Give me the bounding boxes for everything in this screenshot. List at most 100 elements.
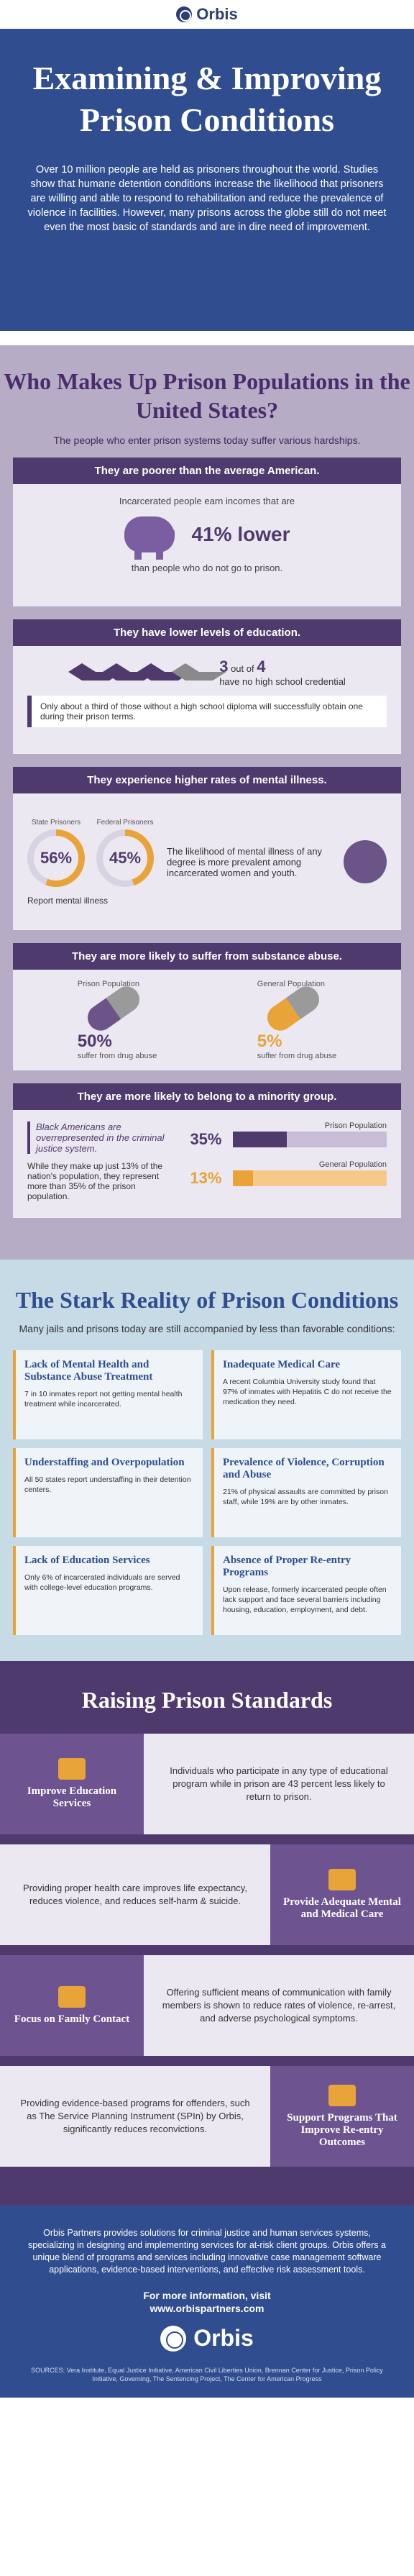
condition-title: Absence of Proper Re-entry Programs xyxy=(223,1555,351,1578)
edu-stat-den: 4 xyxy=(257,657,266,675)
conditions-grid: Lack of Mental Health and Substance Abus… xyxy=(13,1350,401,1635)
condition-text: A recent Columbia University study found… xyxy=(223,1378,392,1406)
piggy-bank-icon xyxy=(124,516,175,560)
section-divider xyxy=(0,331,414,345)
general-substance-value: 5% xyxy=(257,1032,282,1051)
top-bar: Orbis xyxy=(0,0,414,29)
condition-title: Inadequate Medical Care xyxy=(223,1359,341,1370)
pill-icon xyxy=(262,981,324,1036)
condition-text: Only 6% of incarcerated individuals are … xyxy=(24,1573,180,1592)
brand-name: Orbis xyxy=(196,5,238,23)
prison-substance-text: suffer from drug abuse xyxy=(77,1052,157,1060)
raise-text: Offering sufficient means of communicati… xyxy=(144,1955,414,2056)
prison-bar-fill xyxy=(233,1132,288,1147)
who-title: Who Makes Up Prison Populations in the U… xyxy=(4,368,410,423)
minority-bars: Prison Population 35% General Population… xyxy=(190,1121,387,1206)
general-substance-label: General Population xyxy=(257,980,325,988)
hero-intro: Over 10 million people are held as priso… xyxy=(27,164,387,233)
poor-heading: They are poorer than the average America… xyxy=(13,458,401,484)
raise-label: Provide Adequate Mental and Medical Care xyxy=(283,1896,401,1920)
raise-label: Improve Education Services xyxy=(27,1785,117,1809)
education-note: Only about a third of those without a hi… xyxy=(27,696,387,727)
footer-more: For more information, visit www.orbispar… xyxy=(22,2289,392,2315)
prison-substance: Prison Population 50% suffer from drug a… xyxy=(78,980,157,1060)
raise-text: Providing proper health care improves li… xyxy=(0,1844,270,1945)
condition-title: Understaffing and Overpopulation xyxy=(24,1457,185,1468)
substance-card: Prison Population 50% suffer from drug a… xyxy=(13,970,401,1070)
minority-quote: Black Americans are overrepresented in t… xyxy=(27,1121,178,1154)
hero-section: Examining & Improving Prison Conditions … xyxy=(0,29,414,331)
minority-card: Black Americans are overrepresented in t… xyxy=(13,1110,401,1218)
stark-section: The Stark Reality of Prison Conditions M… xyxy=(0,1260,414,1661)
condition-text: Upon release, formerly incarcerated peop… xyxy=(223,1585,387,1614)
more-label: For more information, visit xyxy=(143,2290,271,2301)
condition-card: Lack of Mental Health and Substance Abus… xyxy=(13,1350,203,1439)
education-stat: 3 out of 4 have no high school credentia… xyxy=(219,657,346,687)
graduation-cap-icon xyxy=(137,663,193,682)
minority-heading: They are more likely to belong to a mino… xyxy=(13,1083,401,1110)
prison-substance-value: 50% xyxy=(77,1032,112,1051)
brain-icon xyxy=(344,840,387,883)
condition-card: Lack of Education Services Only 6% of inc… xyxy=(13,1546,203,1635)
income-line1: Incarcerated people earn incomes that ar… xyxy=(119,496,295,506)
graduation-cap-icon xyxy=(103,663,158,682)
state-label: State Prisoners xyxy=(31,818,81,827)
graduation-cap-icon xyxy=(172,663,227,682)
general-bar-fill xyxy=(233,1170,254,1186)
who-subtitle: The people who enter prison systems toda… xyxy=(53,434,361,446)
medical-icon xyxy=(328,1869,356,1890)
raising-section: Raising Prison Standards Improve Educati… xyxy=(0,1661,414,2206)
prison-bar-value: 35% xyxy=(190,1130,222,1148)
condition-text: 21% of physical assaults are committed b… xyxy=(223,1488,388,1506)
general-bar-label: General Population xyxy=(318,1160,387,1169)
federal-prisoners-ring: Federal Prisoners 45% xyxy=(96,819,154,890)
minority-detail: While they make up just 13% of the natio… xyxy=(27,1161,163,1201)
raise-text: Individuals who participate in any type … xyxy=(144,1734,414,1834)
pill-icon xyxy=(82,981,144,1036)
substance-heading: They are more likely to suffer from subs… xyxy=(13,943,401,970)
prison-bar-label: Prison Population xyxy=(324,1121,387,1130)
general-bar-value: 13% xyxy=(190,1169,222,1187)
footer: Orbis Partners provides solutions for cr… xyxy=(0,2206,414,2398)
orbis-logo[interactable]: Orbis xyxy=(176,5,238,24)
stark-subtitle: Many jails and prisons today are still a… xyxy=(19,1323,395,1334)
condition-text: All 50 states report understaffing in th… xyxy=(24,1475,191,1494)
website-link[interactable]: www.orbispartners.com xyxy=(150,2303,264,2314)
state-value: 56% xyxy=(34,835,78,880)
federal-label: Federal Prisoners xyxy=(96,818,154,827)
graduation-cap-icon xyxy=(58,1758,86,1780)
mental-card: State Prisoners 56% Federal Prisoners 45… xyxy=(13,793,401,930)
general-substance: General Population 5% suffer from drug a… xyxy=(257,980,336,1060)
mental-heading: They experience higher rates of mental i… xyxy=(13,767,401,793)
condition-title: Lack of Mental Health and Substance Abus… xyxy=(24,1359,153,1383)
condition-card: Prevalence of Violence, Corruption and A… xyxy=(211,1448,401,1537)
mental-report: Report mental illness xyxy=(27,895,109,906)
raise-row: Providing evidence-based programs for of… xyxy=(0,2066,414,2167)
orbis-logo-icon xyxy=(176,6,193,22)
family-icon xyxy=(58,1985,86,2008)
raise-title: Raising Prison Standards xyxy=(81,1687,333,1713)
condition-title: Lack of Education Services xyxy=(24,1555,150,1566)
stark-title: The Stark Reality of Prison Conditions xyxy=(15,1287,399,1313)
graduation-cap-icon xyxy=(68,663,124,682)
condition-card: Absence of Proper Re-entry Programs Upon … xyxy=(211,1546,401,1635)
income-card: Incarcerated people earn incomes that ar… xyxy=(13,484,401,606)
condition-title: Prevalence of Violence, Corruption and A… xyxy=(223,1457,385,1480)
target-icon xyxy=(328,2084,356,2106)
edu-stat-text: have no high school credential xyxy=(219,676,346,687)
mental-text: The likelihood of mental illness of any … xyxy=(167,845,323,878)
prison-substance-label: Prison Population xyxy=(77,980,139,988)
orbis-logo-icon xyxy=(160,2325,187,2352)
prison-bar-track xyxy=(233,1132,387,1147)
condition-card: Inadequate Medical Care A recent Columbia… xyxy=(211,1350,401,1439)
income-stat: 41% lower xyxy=(191,523,290,545)
raise-row: Providing proper health care improves li… xyxy=(0,1844,414,1945)
footer-logo[interactable]: Orbis xyxy=(22,2325,392,2352)
condition-card: Understaffing and Overpopulation All 50 s… xyxy=(13,1448,203,1537)
raise-row: Focus on Family Contact Offering suffici… xyxy=(0,1955,414,2056)
state-prisoners-ring: State Prisoners 56% xyxy=(27,819,85,890)
general-bar-track xyxy=(233,1170,387,1186)
raise-label: Support Programs That Improve Re-entry O… xyxy=(287,2111,397,2148)
who-section: Who Makes Up Prison Populations in the U… xyxy=(0,345,414,1260)
edu-stat-num: 3 xyxy=(219,657,229,675)
